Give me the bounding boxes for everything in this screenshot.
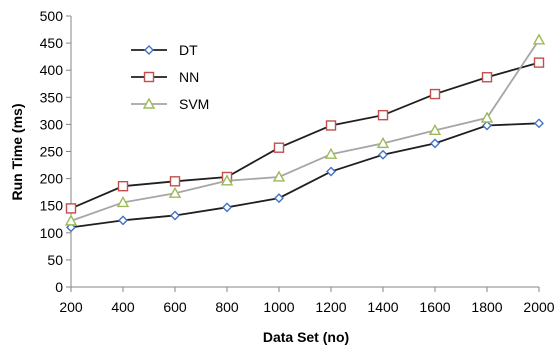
data-point-nn	[481, 72, 493, 83]
x-tick-label: 1800	[471, 299, 502, 315]
x-tick-label: 1200	[315, 299, 346, 315]
y-tick-label: 500	[40, 8, 64, 24]
data-point-svm	[324, 147, 338, 159]
y-tick-label: 200	[40, 171, 64, 187]
legend-marker-svm	[142, 97, 156, 109]
data-point-dt	[170, 210, 180, 221]
y-tick-label: 400	[40, 62, 64, 78]
y-tick-label: 100	[40, 225, 64, 241]
x-tick-label: 800	[215, 299, 239, 315]
series-line-dt	[70, 122, 540, 229]
x-axis-title: Data Set (no)	[263, 329, 349, 345]
data-point-nn	[377, 109, 389, 121]
series-line-nn	[70, 61, 540, 210]
data-point-nn	[325, 120, 337, 131]
data-point-svm	[376, 136, 390, 149]
data-point-dt	[430, 138, 440, 149]
data-point-nn	[429, 88, 441, 100]
series-svm	[64, 33, 546, 226]
data-point-dt	[378, 149, 388, 160]
y-tick-label: 250	[40, 144, 64, 160]
x-tick-label: 2000	[523, 299, 554, 315]
x-tick-label: 200	[59, 299, 83, 315]
legend-item-dt: DT	[131, 42, 198, 58]
x-tick-label: 1400	[367, 299, 398, 315]
legend-marker-nn	[143, 71, 155, 83]
x-tick-label: 1600	[419, 299, 450, 315]
data-point-nn	[273, 142, 285, 153]
series-nn	[65, 57, 545, 214]
data-point-dt	[482, 120, 492, 131]
data-point-svm	[532, 33, 546, 45]
data-point-svm	[64, 214, 78, 226]
data-point-nn	[65, 203, 77, 214]
y-axis-ticks: 0 50 100 150 200 250 300 350 400 450 500	[40, 8, 71, 295]
legend-label-svm: SVM	[179, 96, 209, 112]
y-tick-label: 350	[40, 89, 64, 105]
x-tick-label: 1000	[263, 299, 294, 315]
y-tick-label: 450	[40, 35, 64, 51]
legend-label-nn: NN	[179, 69, 199, 85]
data-point-svm	[480, 111, 494, 123]
data-point-nn	[117, 180, 129, 192]
data-point-dt	[222, 202, 232, 213]
y-tick-label: 300	[40, 116, 64, 132]
y-tick-label: 150	[40, 198, 64, 214]
y-tick-label: 50	[47, 252, 63, 268]
data-point-svm	[168, 186, 182, 198]
legend-marker-dt	[144, 45, 154, 55]
data-point-svm	[116, 196, 130, 208]
data-point-nn	[169, 176, 181, 187]
legend-item-svm: SVM	[131, 96, 209, 112]
y-tick-label: 0	[55, 279, 63, 295]
x-tick-label: 600	[163, 299, 187, 315]
data-point-svm	[428, 123, 442, 136]
data-point-svm	[272, 170, 286, 182]
data-point-nn	[533, 57, 545, 68]
series-layer	[64, 33, 546, 233]
legend-item-nn: NN	[131, 69, 199, 85]
data-point-dt	[274, 193, 284, 204]
data-point-dt	[534, 118, 544, 129]
legend: DT NN SVM	[131, 42, 209, 112]
x-axis-ticks: 200 400 600 800 1000 1200 1400 1600 1800 2000	[59, 287, 555, 315]
series-line-svm	[70, 39, 540, 222]
legend-label-dt: DT	[179, 42, 198, 58]
data-point-svm	[220, 174, 234, 186]
x-tick-label: 400	[111, 299, 135, 315]
data-point-dt	[118, 215, 128, 226]
data-point-dt	[326, 166, 336, 177]
y-axis-title: Run Time (ms)	[9, 104, 25, 201]
